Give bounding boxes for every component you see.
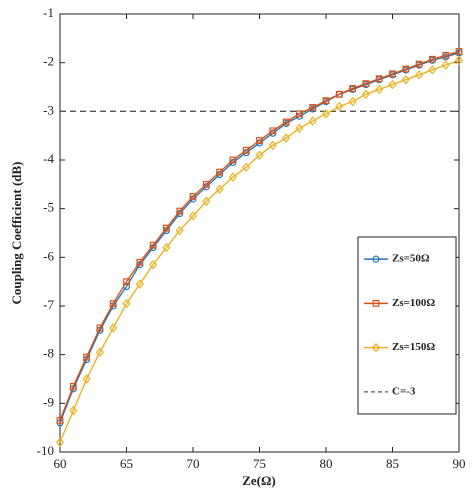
- point: [255, 150, 264, 160]
- point: [149, 259, 158, 270]
- point: [242, 162, 251, 173]
- point: [455, 48, 463, 55]
- legend-label: Zs=50Ω: [392, 253, 430, 265]
- x-axis-label: Ze(Ω): [242, 473, 276, 488]
- point: [163, 224, 170, 232]
- point: [95, 347, 104, 357]
- point: [296, 110, 303, 118]
- x-tick-label: 85: [386, 456, 399, 471]
- legend-box: [357, 236, 457, 415]
- point: [109, 300, 117, 307]
- point: [295, 123, 304, 134]
- point: [322, 97, 330, 105]
- point: [361, 89, 370, 100]
- point: [122, 298, 131, 309]
- y-tick-label: -7: [43, 297, 54, 312]
- x-tick-label: 80: [320, 456, 333, 471]
- point: [55, 437, 65, 447]
- point: [123, 278, 130, 286]
- y-tick-label: -1: [43, 5, 54, 20]
- point: [176, 207, 184, 215]
- point: [309, 104, 317, 111]
- point: [149, 241, 157, 249]
- point: [162, 242, 171, 253]
- point: [96, 324, 104, 332]
- point: [82, 374, 91, 384]
- point: [109, 323, 118, 333]
- y-tick-label: -5: [43, 200, 54, 215]
- point: [375, 75, 383, 83]
- point: [441, 60, 450, 70]
- y-axis-label: Coupling Coefficient (dB): [9, 162, 24, 305]
- point: [136, 258, 144, 266]
- point: [202, 196, 211, 207]
- y-tick-label: -10: [37, 443, 54, 458]
- legend-marker: [372, 255, 380, 263]
- y-tick-label: -2: [43, 54, 54, 69]
- legend-label: Zs=100Ω: [392, 297, 435, 309]
- point: [242, 146, 250, 154]
- point: [349, 85, 356, 92]
- legend-marker: [372, 299, 380, 307]
- point: [202, 180, 210, 188]
- point: [228, 172, 237, 182]
- x-tick-label: 75: [253, 456, 266, 471]
- point: [335, 101, 344, 112]
- point: [402, 65, 410, 73]
- legend-label: C=-3: [392, 385, 416, 397]
- point: [308, 116, 317, 126]
- x-tick-label: 60: [54, 456, 67, 471]
- y-tick-label: -4: [43, 151, 54, 166]
- point: [429, 55, 436, 63]
- point: [229, 156, 237, 164]
- x-tick-label: 70: [187, 456, 200, 471]
- point: [268, 140, 277, 151]
- point: [175, 225, 184, 236]
- point: [454, 55, 464, 65]
- point: [335, 90, 343, 98]
- point: [389, 70, 396, 78]
- point: [215, 184, 224, 194]
- legend-label: Zs=150Ω: [392, 341, 435, 353]
- point: [256, 137, 263, 144]
- x-tick-label: 90: [453, 456, 466, 471]
- point: [56, 416, 64, 424]
- point: [188, 211, 198, 221]
- y-tick-label: -9: [43, 394, 54, 409]
- point: [388, 79, 397, 90]
- point: [415, 60, 423, 68]
- point: [442, 51, 450, 59]
- point: [375, 84, 384, 95]
- y-tick-label: -3: [43, 102, 54, 117]
- point: [401, 74, 410, 85]
- y-tick-label: -8: [43, 346, 54, 361]
- point: [348, 96, 357, 107]
- point: [83, 353, 91, 361]
- point: [362, 80, 370, 87]
- point: [321, 109, 331, 119]
- legend-marker: [371, 342, 381, 353]
- point: [69, 405, 78, 416]
- point: [69, 382, 77, 390]
- series-line: [59, 50, 460, 421]
- point: [135, 279, 144, 289]
- series-line: [59, 59, 460, 443]
- point: [189, 193, 197, 200]
- x-tick-label: 65: [120, 456, 133, 471]
- point: [282, 133, 291, 143]
- point: [269, 127, 277, 135]
- y-tick-label: -6: [43, 248, 54, 263]
- point: [216, 168, 224, 176]
- point: [428, 65, 437, 75]
- point: [282, 118, 290, 126]
- point: [415, 70, 424, 80]
